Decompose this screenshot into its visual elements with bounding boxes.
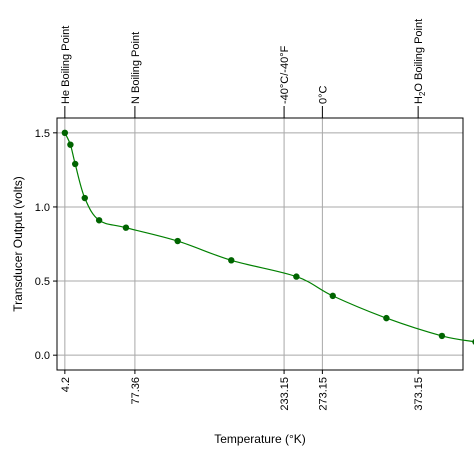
y-axis-label: Transducer Output (volts) bbox=[11, 176, 25, 312]
data-point bbox=[174, 237, 181, 245]
data-point bbox=[71, 160, 79, 168]
data-point bbox=[383, 314, 390, 322]
data-point bbox=[95, 217, 103, 224]
data-point bbox=[122, 224, 130, 231]
y-tick-label: 0.0 bbox=[35, 350, 50, 362]
x-axis-label: Temperature (°K) bbox=[214, 432, 306, 446]
x-tick-label: 77.36 bbox=[130, 377, 142, 405]
data-point bbox=[61, 129, 69, 137]
reference-lines: He Boiling Point N Boiling Point -40°C/-40… bbox=[60, 19, 427, 118]
grid-lines bbox=[57, 118, 463, 370]
reference-line-label: He Boiling Point bbox=[60, 26, 72, 104]
x-tick-label: 233.15 bbox=[279, 377, 291, 411]
axes: 0.0 0.5 1.0 1.5 4.2 77.36 233.15 273.15 373.15 bbox=[35, 128, 425, 411]
data-point bbox=[67, 141, 74, 148]
reference-line-label: H2O Boiling Point bbox=[413, 19, 427, 104]
reference-line-label: -40°C/-40°F bbox=[279, 45, 291, 104]
y-tick-label: 0.5 bbox=[35, 276, 50, 288]
series bbox=[61, 129, 474, 345]
y-tick-label: 1.5 bbox=[35, 128, 50, 140]
x-tick-label: 273.15 bbox=[317, 377, 329, 411]
data-point bbox=[438, 332, 446, 340]
x-tick-label: 4.2 bbox=[60, 377, 72, 392]
reference-line-label: 0°C bbox=[317, 85, 329, 104]
data-point bbox=[228, 257, 235, 264]
plot-area-frame bbox=[56, 117, 464, 371]
y-tick-label: 1.0 bbox=[35, 202, 50, 214]
data-point bbox=[293, 273, 300, 280]
data-point bbox=[329, 292, 336, 300]
reference-line-label: N Boiling Point bbox=[130, 32, 142, 104]
series-line bbox=[64, 132, 474, 343]
x-tick-label: 373.15 bbox=[413, 377, 425, 411]
data-point bbox=[81, 194, 88, 202]
